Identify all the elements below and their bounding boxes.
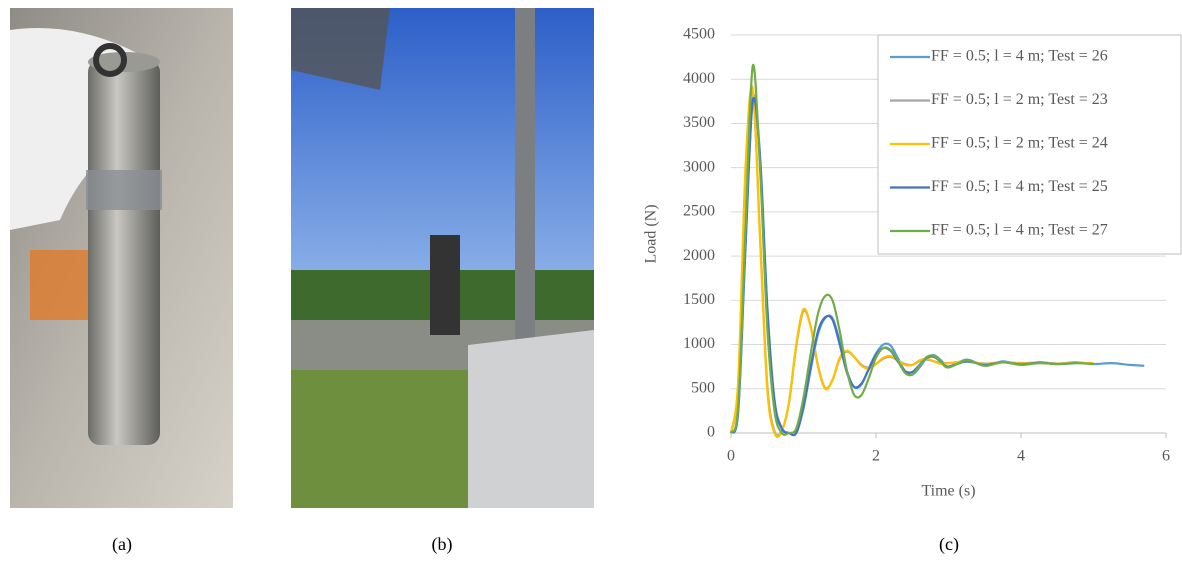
legend-label: FF = 0.5; l = 4 m; Test = 27 [931, 222, 1108, 239]
y-tick-label: 2000 [683, 247, 715, 264]
x-tick-label: 4 [1017, 448, 1025, 465]
legend-label: FF = 0.5; l = 4 m; Test = 26 [931, 48, 1108, 65]
x-axis-title: Time (s) [921, 483, 975, 500]
y-tick-label: 3000 [683, 158, 715, 175]
caption: (b) [432, 534, 453, 555]
line-chart: 0 500 1000 1500 2000 2500 3000 3500 4000 4500 0 2 4 6… [643, 26, 1182, 500]
y-tick-label: 1500 [683, 291, 715, 308]
y-tick-label: 2500 [683, 203, 715, 220]
x-tick-label: 0 [727, 448, 735, 465]
legend-label: FF = 0.5; l = 4 m; Test = 25 [931, 178, 1108, 195]
caption: (a) [112, 534, 132, 555]
caption: (c) [939, 534, 959, 555]
y-tick-label: 4500 [683, 26, 715, 43]
y-tick-label: 500 [691, 379, 715, 396]
y-tick-label: 4000 [683, 70, 715, 87]
photo-b [291, 8, 594, 508]
y-axis-title: Load (N) [643, 204, 660, 263]
photo-a [10, 8, 233, 508]
y-tick-label: 3500 [683, 114, 715, 131]
y-tick-label: 1000 [683, 335, 715, 352]
y-tick-label: 0 [707, 424, 715, 441]
x-tick-label: 2 [872, 448, 880, 465]
x-tick-label: 6 [1162, 448, 1170, 465]
legend-label: FF = 0.5; l = 2 m; Test = 23 [931, 91, 1108, 108]
legend-label: FF = 0.5; l = 2 m; Test = 24 [931, 135, 1108, 152]
series-line [729, 63, 1094, 436]
